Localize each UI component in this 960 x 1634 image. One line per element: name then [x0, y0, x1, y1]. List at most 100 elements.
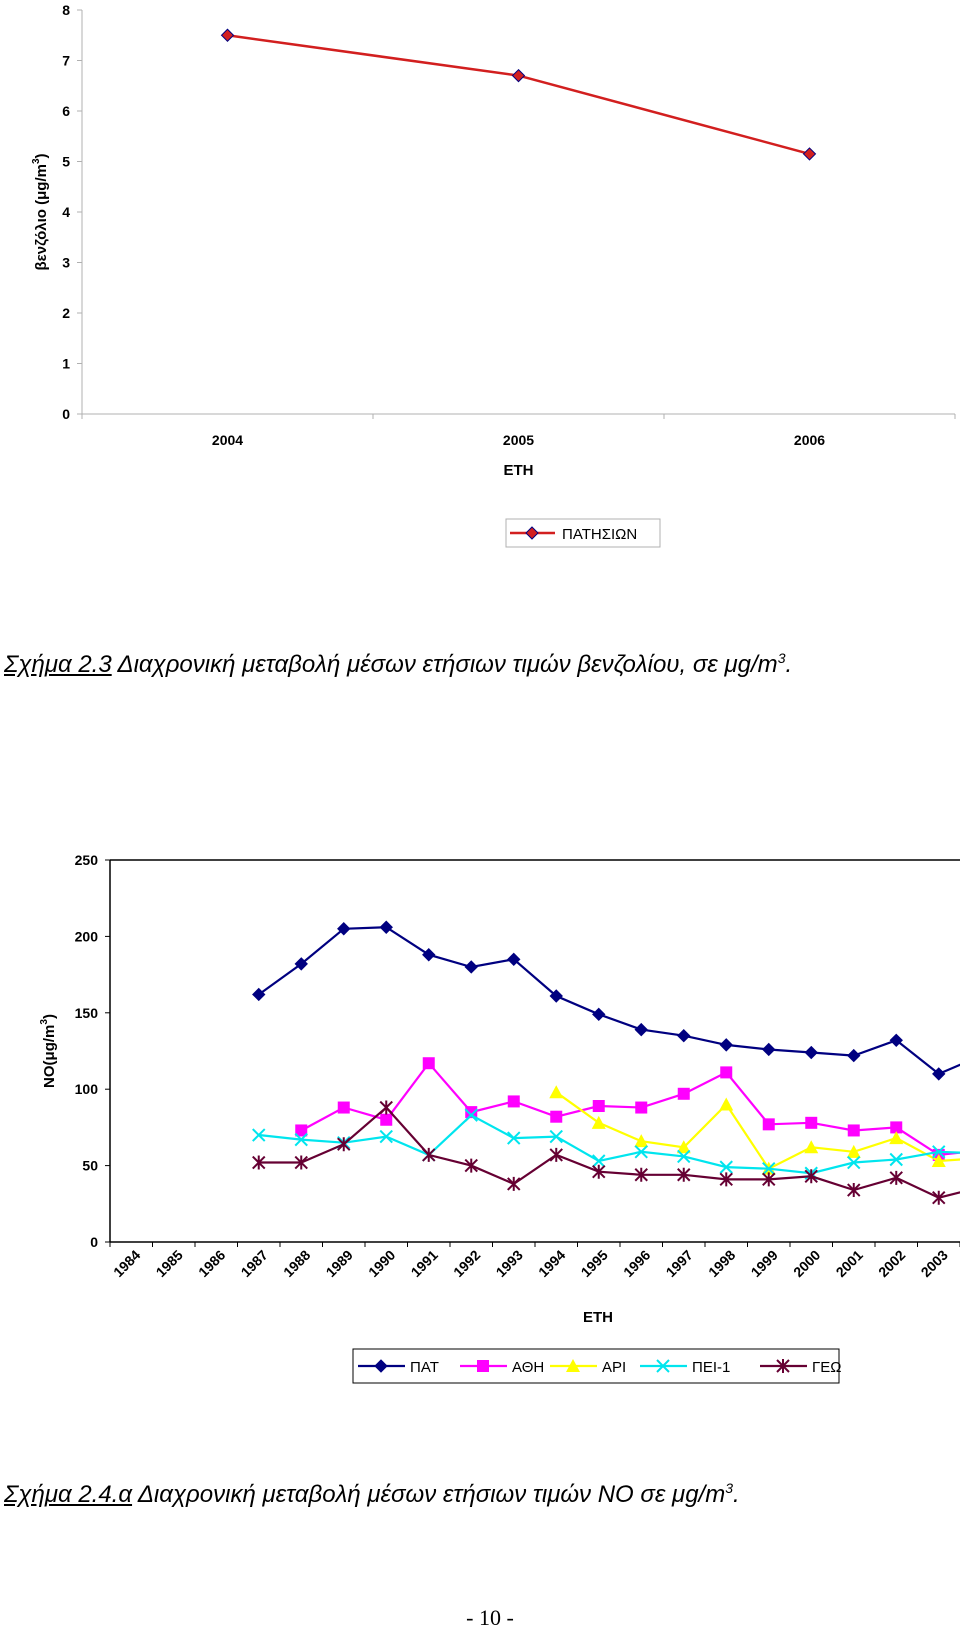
data-point: [464, 1158, 478, 1173]
data-point: [380, 1113, 393, 1126]
series-ΑΘΗ: [295, 1057, 960, 1161]
data-point: [337, 1137, 351, 1152]
data-point: [634, 1145, 648, 1159]
x-tick-label: 1990: [365, 1247, 398, 1280]
legend-marker: [477, 1360, 489, 1372]
data-point: [294, 1132, 308, 1147]
data-point: [804, 1045, 818, 1060]
legend: ΠΑΤ ΑΘΗ ΑΡΙ ΠΕΙ-1 ΓΕΩ: [352, 1348, 841, 1384]
series-ΠΑΤΗΣΙΩΝ: [220, 28, 817, 161]
series-line: [227, 34, 810, 156]
data-point: [634, 1134, 649, 1148]
x-tick-label: 1998: [705, 1247, 738, 1280]
legend-marker: [656, 1359, 670, 1373]
data-point: [677, 1167, 691, 1182]
data-point: [802, 147, 817, 161]
data-point: [379, 1100, 393, 1115]
y-tick-label: 7: [62, 53, 70, 69]
x-tick-label: 2004: [212, 432, 243, 448]
data-point: [677, 1029, 691, 1043]
data-point: [591, 1115, 606, 1129]
y-tick-label: 5: [62, 154, 70, 170]
data-point: [252, 987, 266, 1002]
x-tick-label: 2005: [503, 432, 534, 448]
x-tick-label: 1984: [110, 1247, 143, 1280]
data-point: [889, 1152, 903, 1167]
legend-marker: [525, 526, 539, 540]
data-point: [719, 1097, 734, 1111]
caption-text: Διαχρονική μεταβολή μέσων ετήσιων τιμών …: [132, 1481, 726, 1508]
data-point: [676, 1140, 691, 1154]
y-axis-title-sup: 3: [31, 158, 42, 164]
y-tick-label: 50: [82, 1158, 98, 1174]
data-point: [762, 1118, 775, 1131]
data-point: [507, 1176, 521, 1191]
data-point: [804, 1169, 818, 1184]
x-tick-label: 1986: [195, 1247, 228, 1280]
legend-marker: [776, 1359, 790, 1373]
no-chart: 0 50 100 150 200 250 1984 1985 1986 1987 1988 1989 1…: [39, 852, 960, 1384]
data-point: [379, 920, 393, 934]
data-point: [932, 1145, 946, 1159]
x-tick-label: 1989: [323, 1247, 356, 1280]
data-point: [592, 1007, 606, 1022]
data-point: [931, 1154, 946, 1168]
data-point: [634, 1022, 648, 1037]
y-axis-title-end: ): [41, 1014, 58, 1019]
x-tick-label: 2002: [875, 1247, 908, 1280]
caption-label: Σχήμα 2.4.α: [4, 1481, 133, 1508]
data-point: [422, 948, 436, 962]
x-axis-title: ΕΤΗ: [583, 1309, 613, 1326]
x-axis-title: ΕΤΗ: [504, 462, 534, 479]
y-tick-label: 2: [62, 305, 70, 321]
data-point: [847, 1183, 861, 1198]
figure-caption-2-3: Σχήμα 2.3 Διαχρονική μεταβολή μέσων ετήσ…: [4, 650, 792, 679]
series-ΠΑΤ: [252, 920, 960, 1081]
y-axis-title: NO(μg/m3): [39, 1014, 58, 1088]
data-point: [422, 1057, 435, 1070]
x-tick-label: 1994: [535, 1247, 568, 1280]
data-point: [464, 960, 478, 974]
data-point: [762, 1172, 776, 1187]
x-tick-label: 2006: [794, 432, 825, 448]
data-point: [550, 1110, 563, 1123]
data-point: [889, 1033, 903, 1048]
data-point: [549, 1085, 564, 1099]
data-point: [337, 1101, 350, 1114]
data-point: [294, 957, 308, 971]
data-point: [805, 1116, 818, 1129]
legend: ΠΑΤΗΣΙΩΝ: [505, 518, 661, 548]
data-point: [889, 1131, 904, 1145]
y-tick-label: 6: [62, 103, 70, 119]
y-tick-label: 200: [75, 928, 99, 944]
legend-label: ΑΘΗ: [512, 1359, 544, 1376]
data-point: [592, 1164, 606, 1179]
caption-text: Διαχρονική μεταβολή μέσων ετήσιων τιμών …: [111, 651, 778, 678]
data-point: [549, 1147, 563, 1162]
data-point: [762, 1042, 776, 1057]
data-point: [720, 1066, 733, 1079]
x-tick-label: 1991: [408, 1247, 441, 1280]
data-point: [295, 1124, 308, 1137]
x-tick-label: 1988: [280, 1247, 313, 1280]
caption-sup: 3: [777, 650, 786, 666]
data-point: [294, 1155, 308, 1170]
x-tick-label: 1987: [238, 1247, 271, 1280]
legend-label: ΑΡΙ: [602, 1359, 626, 1376]
y-tick-label: 3: [62, 255, 70, 271]
x-tick-label: 1992: [450, 1247, 483, 1280]
x-tick-label: 2001: [833, 1247, 866, 1280]
series-ΓΕΩ: [252, 1100, 960, 1205]
x-tick-label: 1995: [578, 1247, 611, 1280]
data-point: [635, 1101, 648, 1114]
caption-sup: 3: [725, 1480, 734, 1496]
data-point: [511, 68, 526, 83]
data-point: [932, 1190, 946, 1205]
data-point: [847, 1048, 861, 1063]
y-tick-label: 4: [62, 204, 70, 220]
caption-end: .: [733, 1481, 740, 1508]
data-point: [379, 1129, 393, 1144]
series-line: [258, 1113, 960, 1175]
data-point: [634, 1167, 648, 1182]
